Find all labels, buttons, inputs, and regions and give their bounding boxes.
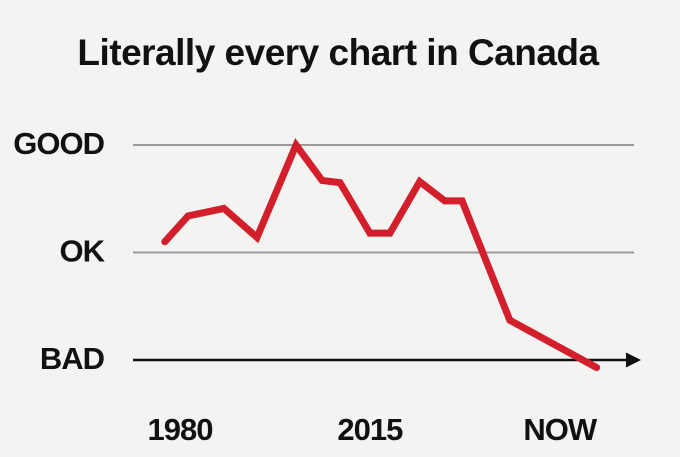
y-tick-label: OK <box>60 234 106 269</box>
x-tick-label: NOW <box>523 412 598 447</box>
x-tick-label: 2015 <box>337 412 403 447</box>
y-tick-label: GOOD <box>13 126 104 161</box>
data-line <box>161 137 601 372</box>
chart-title: Literally every chart in Canada <box>77 32 599 73</box>
x-tick-label: 1980 <box>147 412 212 447</box>
y-tick-label: BAD <box>40 341 105 376</box>
